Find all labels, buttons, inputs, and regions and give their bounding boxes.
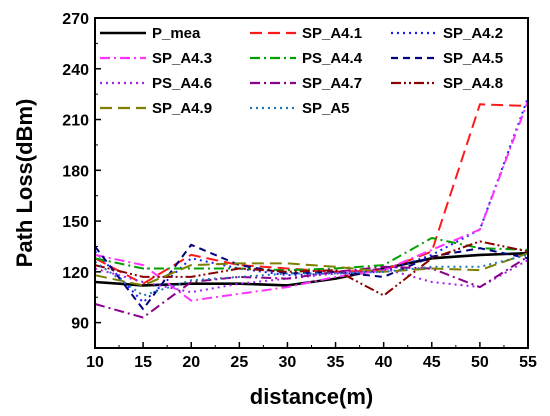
series-layer (94, 97, 529, 319)
y-tick-label: 150 (62, 214, 89, 231)
x-tick-label: 50 (471, 354, 489, 371)
series-line-ps-a4-4 (94, 237, 529, 272)
x-tick-label: 15 (134, 354, 152, 371)
legend-item: SP_A5 (250, 100, 350, 117)
legend-label: SP_A4.9 (152, 100, 212, 117)
legend-label: P_mea (152, 25, 201, 42)
legend-item: P_mea (100, 25, 201, 42)
y-tick-label: 180 (62, 163, 89, 180)
series-line-sp-a4-5 (94, 243, 529, 311)
legend-item: SP_A4.8 (391, 75, 503, 92)
legend-item: SP_A4.2 (391, 25, 503, 42)
y-tick-label: 270 (62, 11, 89, 28)
legend-item: SP_A4.1 (250, 25, 362, 42)
legend-item: SP_A4.7 (250, 75, 362, 92)
y-tick-label: 210 (62, 113, 89, 130)
ticks-layer: 10 15 20 25 30 35 40 45 50 55 90 120 150 180 210 240 270 (62, 11, 537, 371)
x-tick-label: 10 (86, 354, 104, 371)
series-line-sp-a4-8 (94, 240, 529, 297)
x-tick-label: 35 (327, 354, 345, 371)
series-line-sp-a4-9 (94, 252, 529, 287)
legend-item: PS_A4.4 (250, 50, 363, 67)
series-line-ps-a4-6 (94, 259, 529, 294)
legend-item: SP_A4.5 (391, 50, 503, 67)
y-tick-label: 120 (62, 265, 89, 282)
legend-label: SP_A4.5 (443, 50, 503, 67)
series-line-sp-a5 (94, 253, 529, 297)
x-tick-label: 25 (230, 354, 248, 371)
y-tick-label: 90 (71, 316, 89, 333)
plot-frame (94, 17, 529, 349)
legend-item: SP_A4.9 (100, 100, 212, 117)
x-tick-label: 55 (519, 354, 537, 371)
legend-label: SP_A4.1 (302, 25, 362, 42)
legend-label: SP_A4.3 (152, 50, 212, 67)
legend-item: PS_A4.6 (100, 75, 212, 92)
y-tick-label: 240 (62, 62, 89, 79)
series-line-sp-a4-1 (94, 103, 529, 285)
legend-label: SP_A4.8 (443, 75, 503, 92)
legend-label: SP_A4.2 (443, 25, 503, 42)
x-tick-label: 40 (375, 354, 393, 371)
x-axis-title: distance(m) (250, 384, 373, 409)
x-tick-label: 20 (182, 354, 200, 371)
x-tick-label: 45 (423, 354, 441, 371)
legend-label: PS_A4.6 (152, 75, 212, 92)
series-line-sp-a4-3 (94, 100, 529, 302)
y-axis-title: Path Loss(dBm) (12, 99, 37, 268)
legend-label: SP_A4.7 (302, 75, 362, 92)
x-tick-label: 30 (279, 354, 297, 371)
series-line-p-mea (94, 251, 529, 287)
legend: P_mea SP_A4.1 SP_A4.2 SP_A4.3 PS_A4.4 SP_A4.5… (100, 25, 503, 117)
legend-label: SP_A5 (302, 100, 350, 117)
series-line-sp-a4-2 (94, 97, 529, 304)
legend-label: PS_A4.4 (302, 50, 363, 67)
legend-item: SP_A4.3 (100, 50, 212, 67)
